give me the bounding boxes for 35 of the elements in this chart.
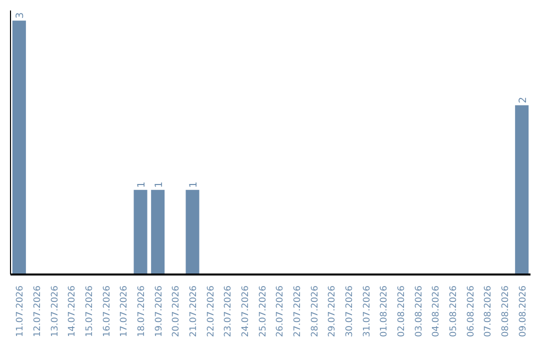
x-tick-label: 18.07.2026: [137, 285, 147, 338]
x-tick-label: 25.07.2026: [258, 285, 268, 338]
x-tick-label: 01.08.2026: [380, 285, 390, 338]
x-tick-label: 11.07.2026: [16, 285, 26, 338]
x-tick-label: 19.07.2026: [154, 285, 164, 338]
x-tick-label: 29.07.2026: [328, 285, 338, 338]
x-tick-label: 26.07.2026: [276, 285, 286, 338]
x-tick-label: 03.08.2026: [414, 285, 424, 338]
x-tick-label: 17.07.2026: [120, 285, 130, 338]
x-tick-label: 13.07.2026: [50, 285, 60, 338]
x-tick-label: 08.08.2026: [501, 285, 511, 338]
data-label: 3: [15, 12, 26, 19]
x-tick-label: 21.07.2026: [189, 285, 199, 338]
x-tick-label: 05.08.2026: [449, 285, 459, 338]
x-tick-label: 27.07.2026: [293, 285, 303, 338]
x-tick-label: 23.07.2026: [224, 285, 234, 338]
x-tick-label: 31.07.2026: [362, 285, 372, 338]
x-tick-label: 09.08.2026: [518, 285, 528, 338]
x-tick-label: 24.07.2026: [241, 285, 251, 338]
x-tick-label: 20.07.2026: [172, 285, 182, 338]
x-tick-label: 12.07.2026: [33, 285, 43, 338]
x-tick-label: 07.08.2026: [484, 285, 494, 338]
x-tick-label: 16.07.2026: [102, 285, 112, 338]
x-tick-label: 15.07.2026: [85, 285, 95, 338]
data-label: 1: [188, 182, 200, 188]
data-label: 1: [136, 182, 148, 188]
x-tick-label: 06.08.2026: [466, 285, 476, 338]
data-label: 1: [154, 182, 165, 188]
x-tick-label: 22.07.2026: [206, 285, 216, 338]
x-tick-label: 04.08.2026: [432, 285, 442, 338]
data-label: 2: [518, 96, 529, 104]
x-tick-label: 02.08.2026: [397, 285, 407, 338]
x-tick-label: 28.07.2026: [310, 285, 320, 338]
x-tick-label: 30.07.2026: [345, 285, 355, 338]
x-tick-label: 14.07.2026: [68, 285, 78, 338]
